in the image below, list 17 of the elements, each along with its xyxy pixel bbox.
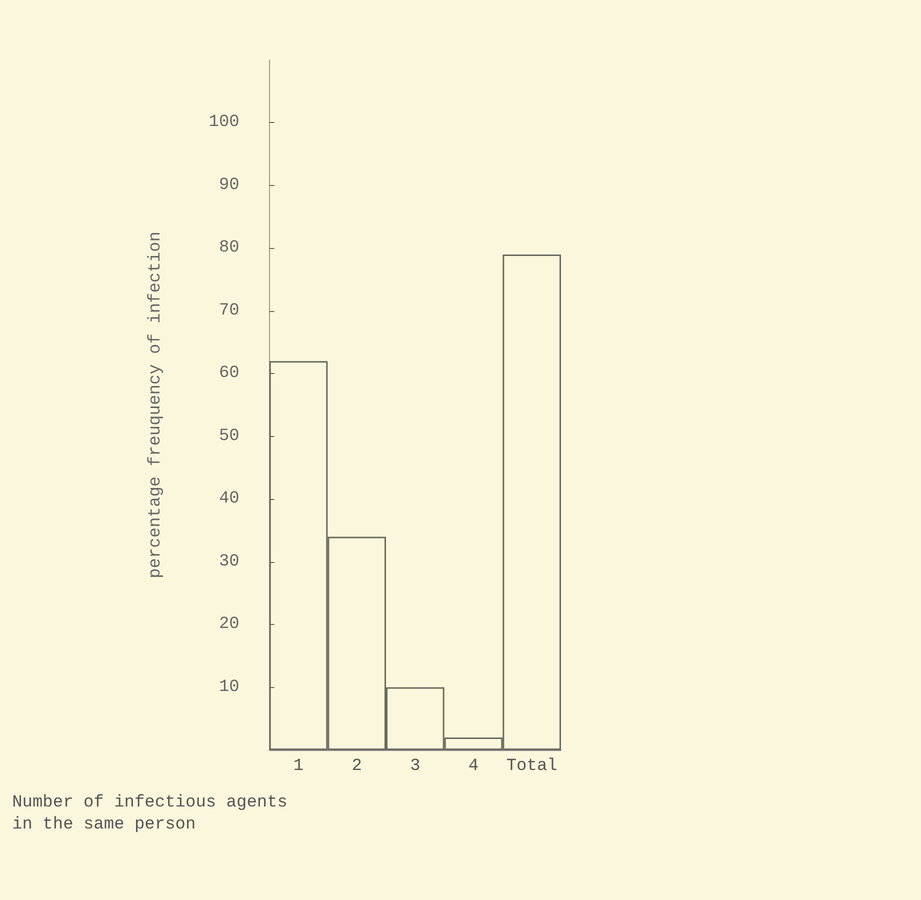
y-tick-label: 80 [218, 238, 240, 258]
y-tick-label: 40 [218, 490, 240, 509]
y-axis-title: percentage freuquency of infection [146, 232, 166, 578]
y-tick-label: 30 [218, 552, 240, 572]
x-tick-label: 3 [410, 757, 420, 776]
x-tick-label: 2 [352, 757, 362, 776]
x-tick-label: 4 [468, 757, 479, 776]
x-tick-label: 1 [293, 757, 304, 776]
y-tick-label: 60 [218, 364, 240, 384]
y-tick-label: 90 [218, 176, 240, 195]
x-tick-label: Total [506, 757, 558, 776]
y-tick-label: 100 [208, 113, 240, 132]
y-tick-label: 70 [218, 301, 240, 320]
y-tick-label: 10 [218, 678, 240, 697]
x-axis-title: Number of infectious agents in the same person [12, 794, 288, 834]
y-tick-label: 50 [218, 426, 240, 446]
y-tick-label: 20 [218, 615, 240, 634]
